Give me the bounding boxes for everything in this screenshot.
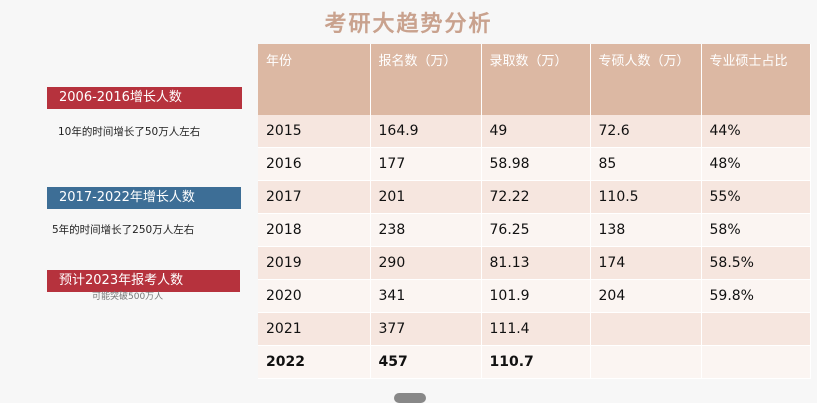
cell-professional: 174 [590,246,702,280]
cell-applicants: 457 [370,345,482,379]
cell-applicants: 238 [370,213,482,247]
cell-applicants: 290 [370,246,482,280]
cell-admitted: 49 [481,115,591,148]
cell-ratio: 55% [701,180,811,214]
cell-year: 2021 [258,312,371,346]
col-professional: 专硕人数（万） [590,44,702,115]
table-row: 2017 201 72.22 110.5 55% [258,180,811,214]
cell-admitted: 111.4 [481,312,591,346]
cell-ratio [701,312,811,346]
cell-ratio: 58.5% [701,246,811,280]
col-admitted: 录取数（万） [481,44,591,115]
table-row: 2020 341 101.9 204 59.8% [258,279,811,313]
page-indicator [394,393,426,403]
cell-ratio: 48% [701,147,811,181]
table-row: 2015 164.9 49 72.6 44% [258,115,811,148]
cell-applicants: 341 [370,279,482,313]
cell-year: 2020 [258,279,371,313]
cell-applicants: 177 [370,147,482,181]
table-row: 2016 177 58.98 85 48% [258,147,811,181]
cell-year: 2018 [258,213,371,247]
cell-ratio: 44% [701,115,811,148]
table-row: 2022 457 110.7 [258,345,811,379]
cell-professional: 72.6 [590,115,702,148]
cell-admitted: 81.13 [481,246,591,280]
cell-ratio: 58% [701,213,811,247]
cell-admitted: 76.25 [481,213,591,247]
cell-professional [590,312,702,346]
cell-ratio [701,345,811,379]
trend-table: 年份 报名数（万） 录取数（万） 专硕人数（万） 专业硕士占比 2015 164… [258,44,811,379]
cell-professional: 138 [590,213,702,247]
cell-ratio: 59.8% [701,279,811,313]
table-row: 2019 290 81.13 174 58.5% [258,246,811,280]
cell-year: 2019 [258,246,371,280]
cell-admitted: 101.9 [481,279,591,313]
table-header-row: 年份 报名数（万） 录取数（万） 专硕人数（万） 专业硕士占比 [258,44,811,115]
cell-applicants: 201 [370,180,482,214]
col-applicants: 报名数（万） [370,44,482,115]
cell-year: 2016 [258,147,371,181]
growth-2017-2022-note: 5年的时间增长了250万人左右 [52,224,195,236]
cell-admitted: 72.22 [481,180,591,214]
cell-year: 2022 [258,345,371,379]
table-row: 2021 377 111.4 [258,312,811,346]
cell-applicants: 164.9 [370,115,482,148]
col-year: 年份 [258,44,371,115]
page-title: 考研大趋势分析 [324,12,493,37]
cell-admitted: 58.98 [481,147,591,181]
cell-year: 2017 [258,180,371,214]
col-professional-ratio: 专业硕士占比 [701,44,811,115]
growth-2006-2016-note: 10年的时间增长了50万人左右 [58,126,201,138]
cell-professional: 85 [590,147,702,181]
forecast-2023-tag: 预计2023年报考人数 [47,270,240,292]
cell-professional: 110.5 [590,180,702,214]
forecast-2023-note: 可能突破500万人 [92,292,164,302]
cell-applicants: 377 [370,312,482,346]
cell-admitted: 110.7 [481,345,591,379]
table-row: 2018 238 76.25 138 58% [258,213,811,247]
cell-professional: 204 [590,279,702,313]
cell-year: 2015 [258,115,371,148]
growth-2017-2022-tag: 2017-2022年增长人数 [47,187,241,209]
cell-professional [590,345,702,379]
growth-2006-2016-tag: 2006-2016增长人数 [47,87,242,109]
